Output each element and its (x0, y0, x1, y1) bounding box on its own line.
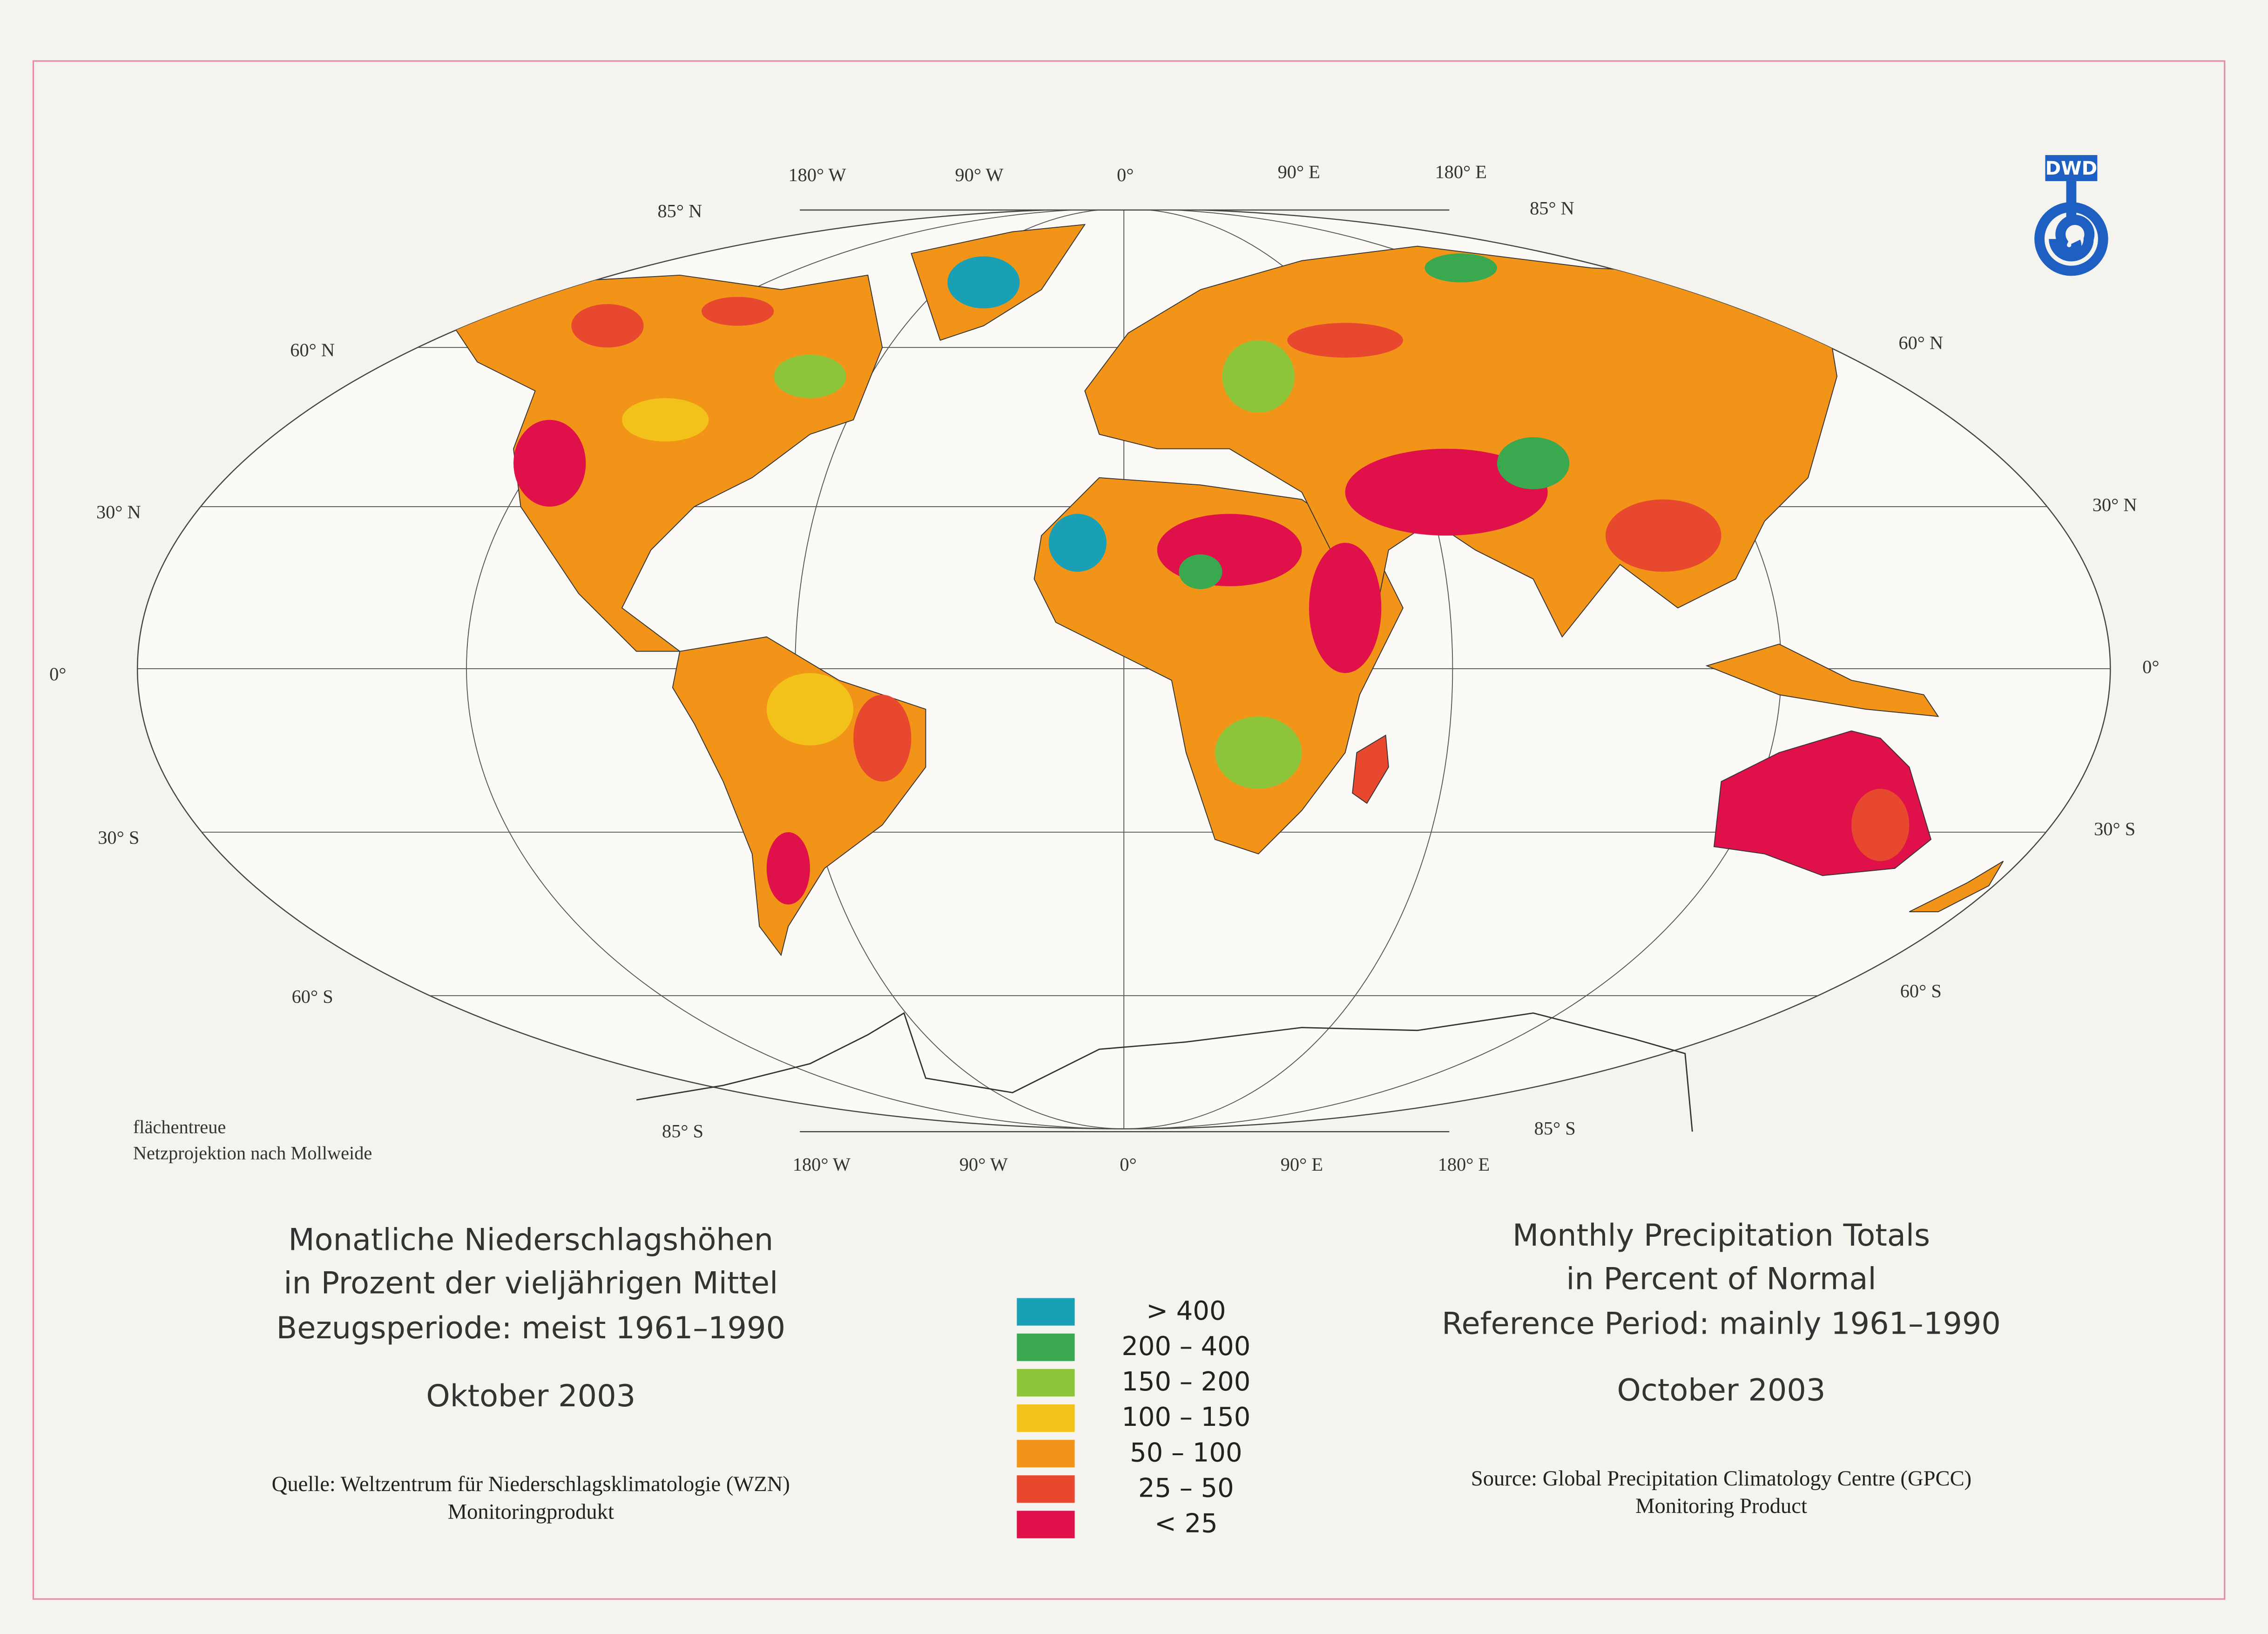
madagascar (1352, 734, 1389, 804)
lon-label: 0° (1117, 164, 1134, 185)
logo-spiral (2034, 181, 2108, 276)
legend-label: < 25 (1154, 1509, 1218, 1539)
lat-label: 85° N (657, 201, 702, 222)
indonesia (1705, 644, 1939, 717)
lon-label: 90° W (955, 164, 1004, 185)
logo-text: DWD (2045, 157, 2098, 179)
lon-label: 90° E (1281, 1154, 1323, 1175)
antarctica-coast (636, 1012, 1693, 1132)
frame (32, 60, 2226, 1600)
lat-label: 85° S (662, 1121, 703, 1142)
legend-swatch (1017, 1404, 1075, 1432)
lon-label: 180° E (1435, 162, 1486, 183)
legend-label: > 400 (1146, 1296, 1226, 1326)
lat-label: 60° S (1900, 980, 1942, 1001)
legend-label: 25 – 50 (1138, 1473, 1234, 1503)
lon-label: 0° (1120, 1154, 1136, 1175)
lat-label: 60° N (1898, 332, 1943, 353)
legend-swatch (1017, 1511, 1075, 1539)
lat-label: 30° S (98, 827, 139, 848)
lon-label: 180° W (793, 1154, 851, 1175)
legend: > 400 200 – 400 150 – 200 100 – 150 50 – 100… (1017, 1296, 1250, 1539)
month-en: October 2003 (1617, 1373, 1826, 1408)
title-de: in Prozent der vieljährigen Mittel (284, 1266, 778, 1301)
legend-swatch (1017, 1475, 1075, 1503)
new-zealand (1909, 861, 2004, 912)
lat-label: 30° S (2094, 818, 2135, 839)
legend-label: 150 – 200 (1121, 1367, 1250, 1397)
projection-note: flächentreue (133, 1116, 226, 1137)
legend-label: 100 – 150 (1121, 1402, 1250, 1432)
lat-label: 0° (49, 664, 66, 685)
legend-swatch (1017, 1298, 1075, 1326)
source-de: Quelle: Weltzentrum für Niederschlagskli… (272, 1472, 790, 1496)
source-en: Monitoring Product (1635, 1494, 1807, 1518)
lat-label: 60° N (290, 339, 335, 360)
title-en: Monthly Precipitation Totals (1512, 1218, 1930, 1253)
lat-label: 85° S (1534, 1118, 1576, 1139)
legend-swatch (1017, 1369, 1075, 1397)
map-area (136, 210, 2111, 1132)
legend-swatch (1017, 1333, 1075, 1361)
anomaly-patches (513, 253, 1910, 905)
legend-label: 50 – 100 (1130, 1437, 1242, 1468)
title-en: Reference Period: mainly 1961–1990 (1442, 1306, 2001, 1342)
lon-label: 90° W (959, 1154, 1008, 1175)
lat-label: 60° S (292, 986, 333, 1007)
month-de: Oktober 2003 (426, 1378, 635, 1414)
lat-label: 85° N (1530, 197, 1574, 218)
lon-label: 180° W (788, 164, 846, 185)
title-de: Monatliche Niederschlagshöhen (288, 1222, 773, 1258)
africa (1033, 477, 1404, 854)
logo-box (2045, 155, 2098, 181)
lat-label: 30° N (2092, 494, 2137, 515)
dwd-logo: DWD (2034, 155, 2108, 276)
lon-label: 90° E (1278, 162, 1320, 183)
lat-label: 0° (2142, 656, 2159, 677)
legend-label: 200 – 400 (1121, 1331, 1250, 1362)
title-en: in Percent of Normal (1566, 1261, 1876, 1296)
source-de: Monitoringprodukt (448, 1499, 614, 1524)
source-en: Source: Global Precipitation Climatology… (1471, 1466, 1971, 1491)
lat-label: 30° N (96, 502, 141, 522)
meridian (466, 210, 1124, 1129)
title-de: Bezugsperiode: meist 1961–1990 (277, 1310, 786, 1346)
graticule-labels: 180° W 90° W 0° 90° E 180° E 180° W 90° W 0° 90°… (49, 162, 2159, 1175)
lon-label: 180° E (1438, 1154, 1490, 1175)
legend-swatch (1017, 1440, 1075, 1468)
projection-note: Netzprojektion nach Mollweide (133, 1142, 372, 1163)
